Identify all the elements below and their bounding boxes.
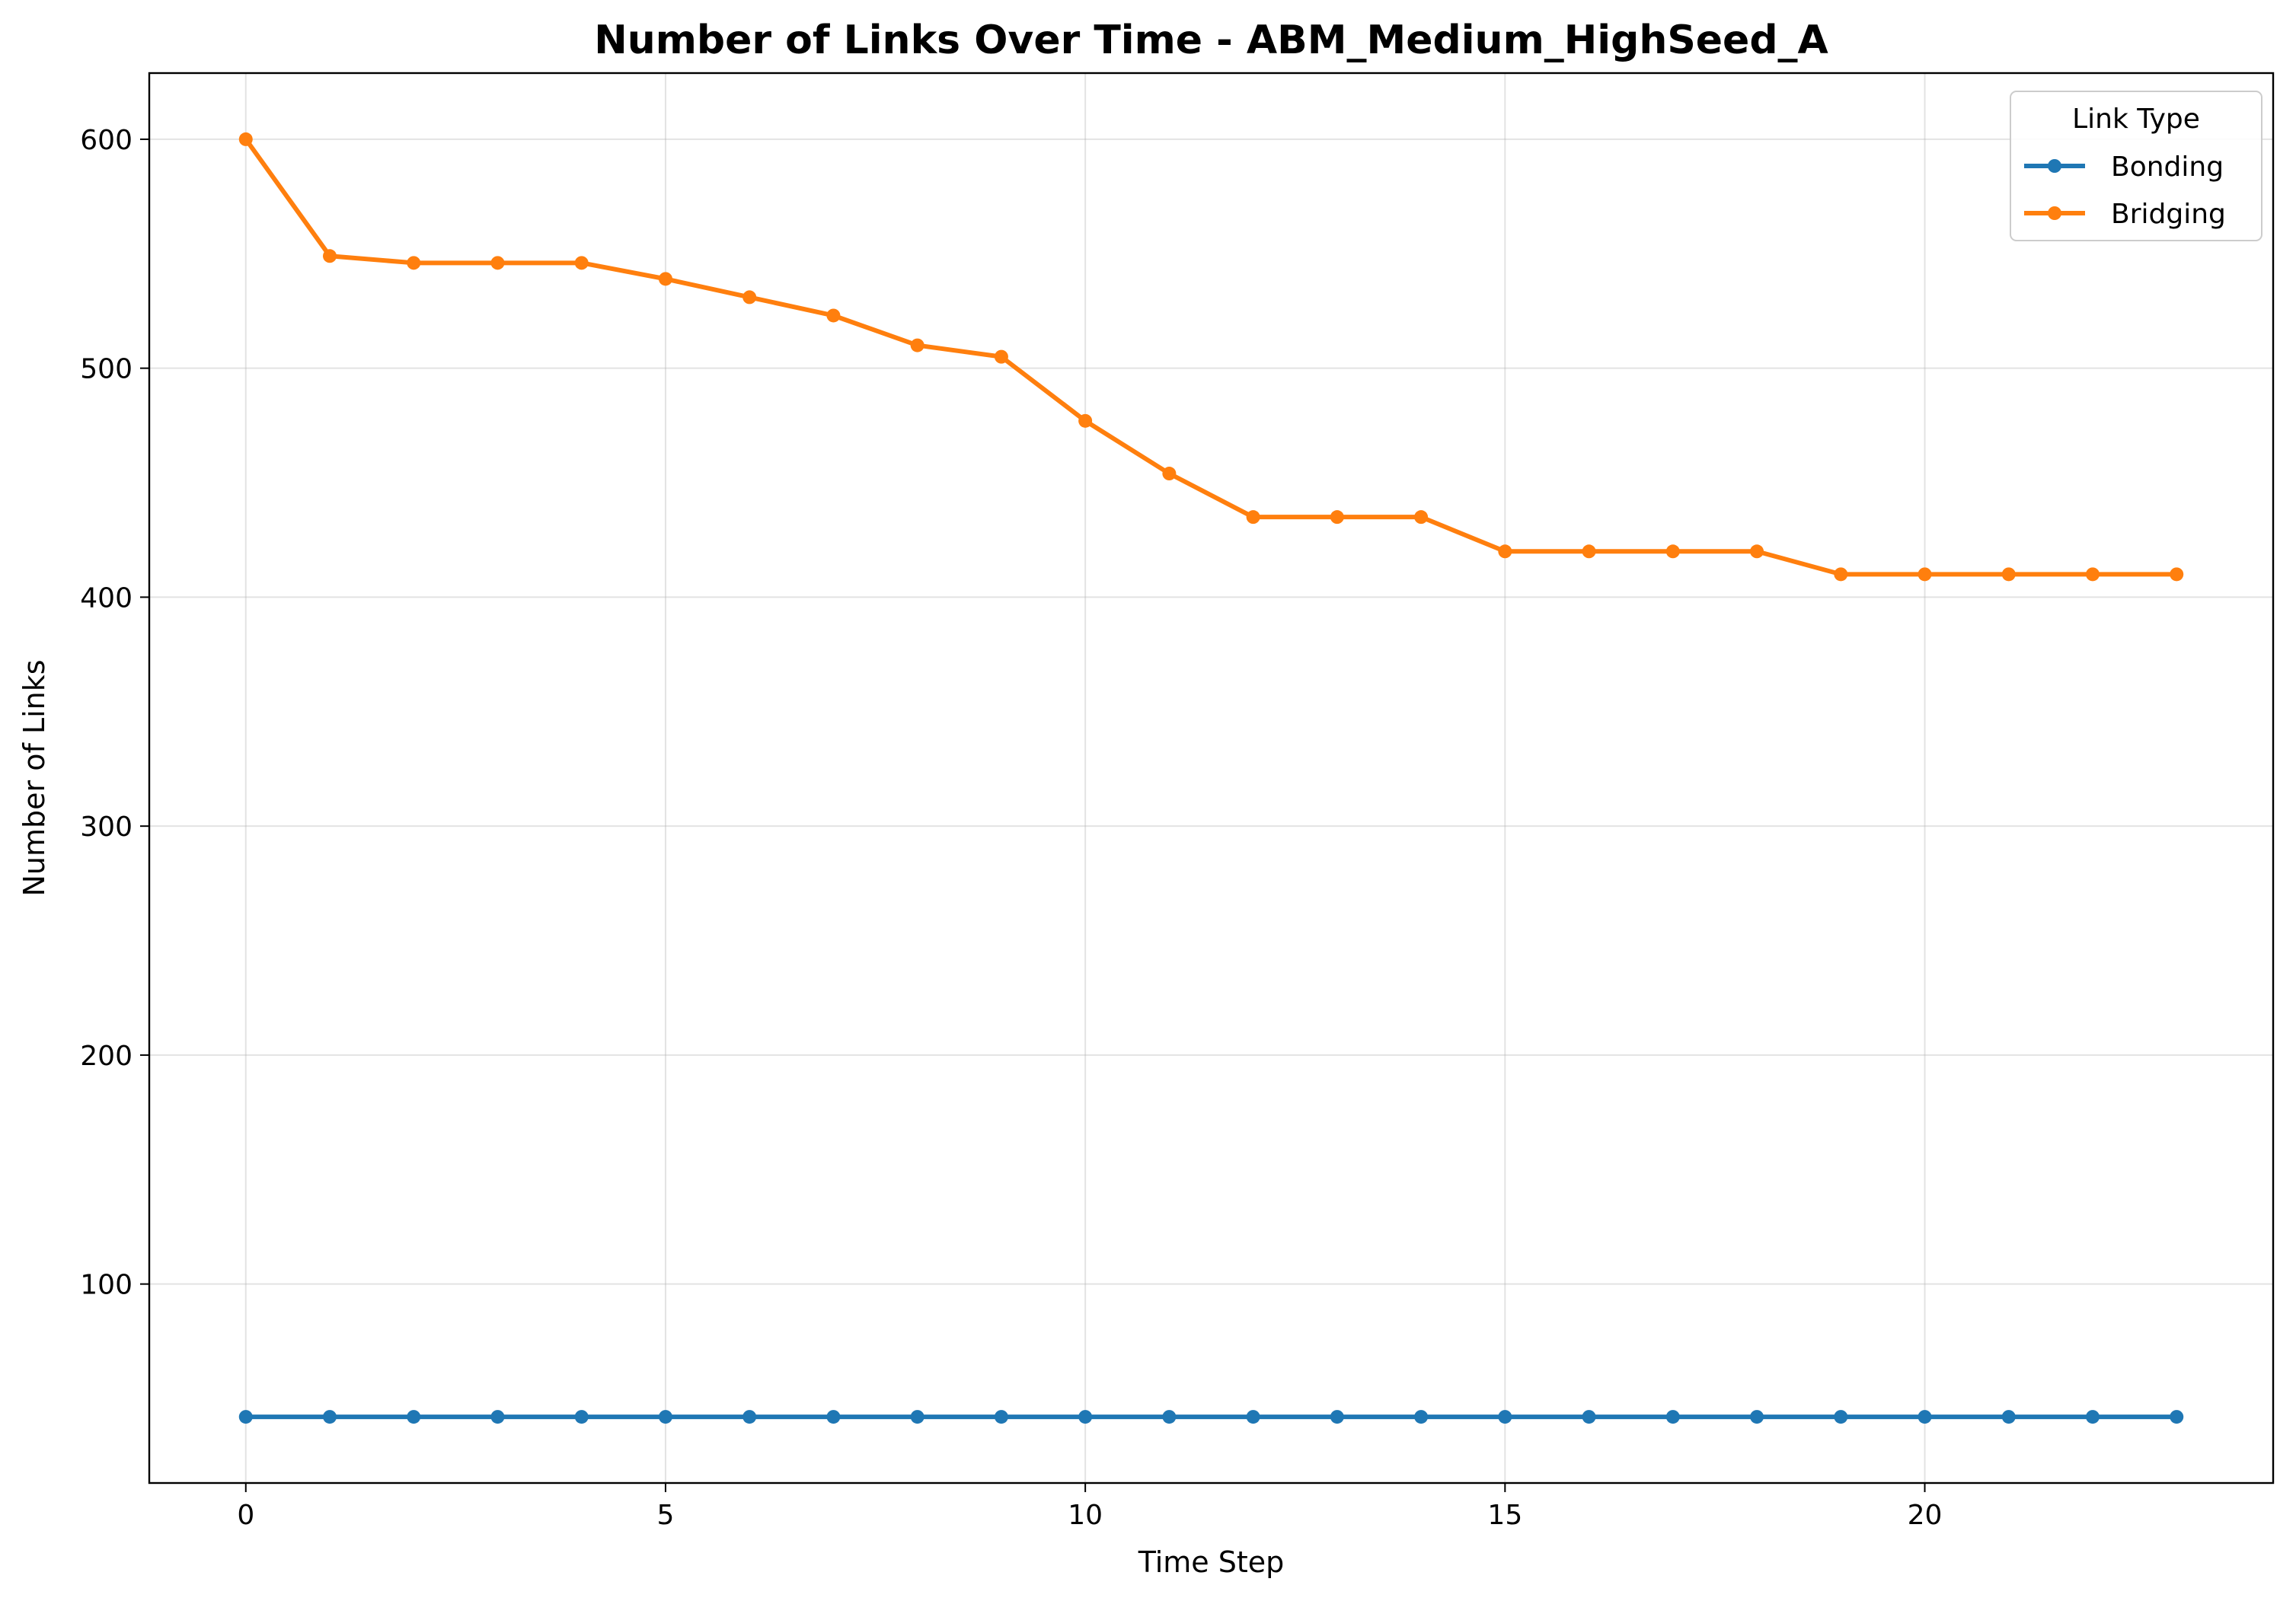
data-point-bridging (1162, 467, 1177, 481)
legend-title: Link Type (2072, 104, 2200, 135)
data-point-bridging (1246, 510, 1260, 525)
data-point-bridging (1834, 567, 1848, 582)
data-point-bonding (1162, 1410, 1177, 1424)
data-point-bridging (1498, 544, 1512, 559)
data-point-bonding (1665, 1410, 1680, 1424)
data-point-bonding (407, 1410, 421, 1424)
data-point-bonding (1246, 1410, 1260, 1424)
legend-marker-bonding (2048, 159, 2061, 173)
data-point-bonding (994, 1410, 1008, 1424)
y-tick-label: 100 (80, 1270, 133, 1301)
data-point-bridging (1918, 567, 1932, 582)
data-point-bridging (574, 256, 589, 270)
data-point-bonding (826, 1410, 841, 1424)
data-point-bridging (2001, 567, 2016, 582)
data-point-bridging (238, 132, 253, 146)
data-point-bridging (323, 249, 337, 263)
x-tick-label: 15 (1487, 1500, 1522, 1531)
data-point-bridging (490, 256, 505, 270)
plot-frame (148, 72, 2275, 1485)
data-point-bonding (2085, 1410, 2100, 1424)
data-point-bridging (994, 349, 1008, 364)
data-point-bridging (742, 290, 757, 305)
data-point-bridging (1665, 544, 1680, 559)
legend-item-bridging: Bridging (2024, 199, 2226, 230)
data-point-bridging (2170, 567, 2184, 582)
data-point-bridging (910, 338, 924, 352)
legend-marker-bridging (2048, 206, 2061, 220)
legend-item-bonding: Bonding (2024, 151, 2224, 183)
data-point-bonding (490, 1410, 505, 1424)
data-point-bonding (1582, 1410, 1596, 1424)
data-point-bonding (238, 1410, 253, 1424)
x-tick-label: 10 (1068, 1500, 1103, 1531)
data-point-bonding (1498, 1410, 1512, 1424)
data-point-bridging (1330, 510, 1344, 525)
data-point-bonding (910, 1410, 924, 1424)
y-tick-label: 300 (80, 812, 133, 843)
chart-title: Number of Links Over Time - ABM_Medium_H… (594, 18, 1828, 63)
legend-label-bonding: Bonding (2111, 151, 2224, 183)
y-tick-label: 500 (80, 354, 133, 385)
data-point-bonding (1750, 1410, 1764, 1424)
data-point-bonding (1918, 1410, 1932, 1424)
y-tick-label: 600 (80, 125, 133, 156)
grid-lines (149, 73, 2273, 1483)
data-point-bonding (658, 1410, 672, 1424)
series-bridging (238, 132, 2184, 582)
y-tick-label: 200 (80, 1041, 133, 1072)
data-point-bridging (2085, 567, 2100, 582)
x-axis-label: Time Step (1138, 1545, 1285, 1579)
legend-label-bridging: Bridging (2111, 199, 2226, 230)
x-tick-label: 5 (657, 1500, 675, 1531)
legend: Link Type Bonding Bridging (2010, 91, 2262, 241)
x-tick-label: 0 (237, 1500, 254, 1531)
series-line-bridging (243, 136, 2179, 577)
data-point-bonding (2170, 1410, 2184, 1424)
data-point-bridging (826, 308, 841, 323)
data-point-bridging (407, 256, 421, 270)
axis-ticks: 0 5 10 15 20 100 200 300 400 500 600 (80, 125, 1942, 1531)
data-point-bonding (1078, 1410, 1093, 1424)
legend-box (2010, 91, 2262, 241)
x-tick-label: 20 (1908, 1500, 1943, 1531)
data-point-bonding (574, 1410, 589, 1424)
data-point-bonding (2001, 1410, 2016, 1424)
data-point-bonding (323, 1410, 337, 1424)
data-point-bridging (1414, 510, 1429, 525)
series-bonding (238, 1410, 2184, 1424)
y-tick-label: 400 (80, 582, 133, 614)
data-point-bonding (1330, 1410, 1344, 1424)
data-point-bonding (1414, 1410, 1429, 1424)
y-axis-label: Number of Links (18, 659, 51, 896)
data-point-bridging (1750, 544, 1764, 559)
series-layer (238, 132, 2184, 1424)
data-point-bonding (1834, 1410, 1848, 1424)
data-point-bridging (1078, 413, 1093, 428)
data-point-bridging (658, 272, 672, 286)
data-point-bridging (1582, 544, 1596, 559)
data-point-bonding (742, 1410, 757, 1424)
